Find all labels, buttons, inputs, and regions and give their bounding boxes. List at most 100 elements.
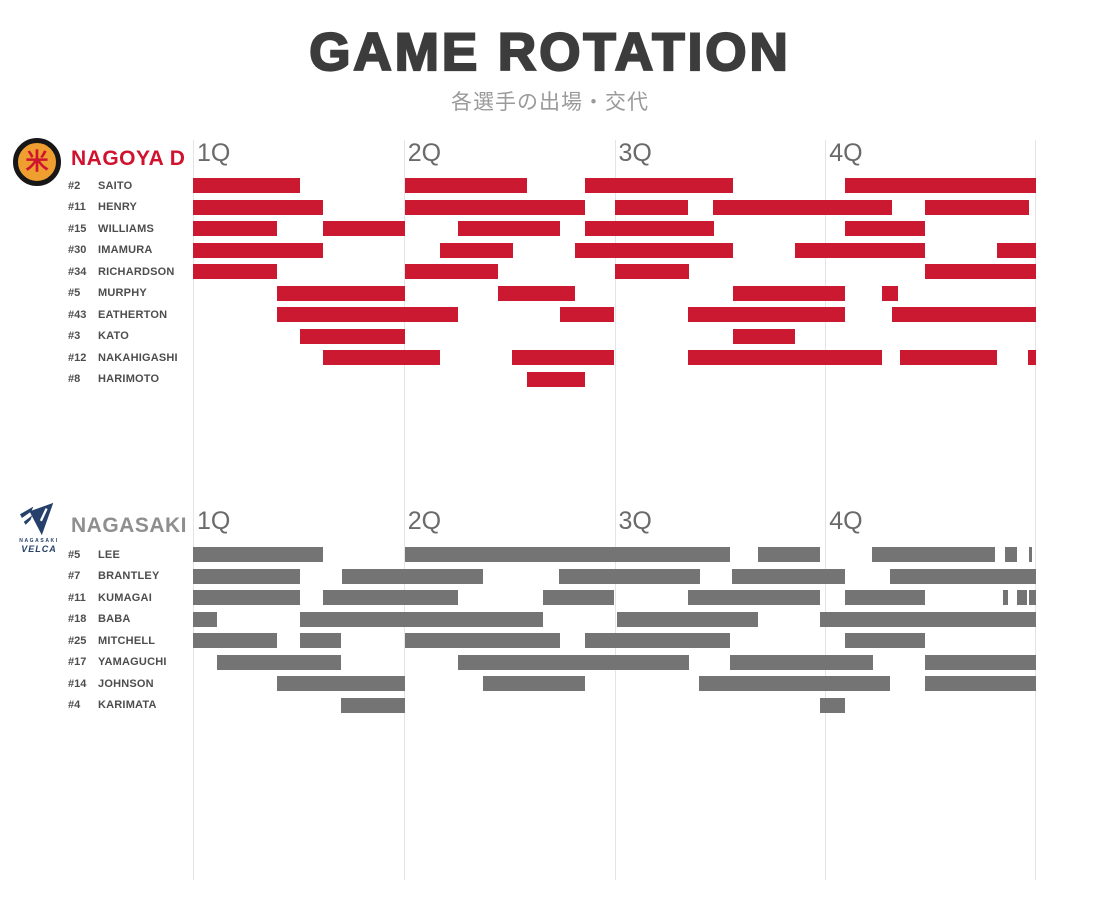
stint-bar xyxy=(439,242,513,258)
player-row: #17 YAMAGUCHI xyxy=(0,652,1100,674)
nagoya-d-logo-icon: 米 xyxy=(13,138,61,186)
player-row: #4 KARIMATA xyxy=(0,695,1100,717)
stint-bar xyxy=(405,264,498,279)
stint-bar xyxy=(584,221,714,236)
stint-bar xyxy=(584,178,733,193)
page-title: GAME ROTATION xyxy=(308,23,791,82)
player-number: #5 xyxy=(68,287,81,300)
stint-bar xyxy=(924,676,1036,691)
quarter-label: 1Q xyxy=(197,139,231,167)
player-row: #3 KATO xyxy=(0,326,1100,348)
player-number: #7 xyxy=(68,570,81,583)
rotation-track xyxy=(193,328,1036,344)
stint-bar xyxy=(732,285,846,301)
quarter-label: 1Q xyxy=(197,507,231,535)
player-number: #11 xyxy=(68,201,86,214)
player-number: #2 xyxy=(68,179,81,192)
stint-bar xyxy=(758,547,820,562)
rotation-track xyxy=(193,221,1036,236)
stint-bar xyxy=(497,285,576,301)
quarter-label: 4Q xyxy=(829,507,863,535)
team-name: NAGASAKI xyxy=(71,514,188,537)
stint-bar xyxy=(405,199,585,215)
player-row: #8 HARIMOTO xyxy=(0,369,1100,391)
stint-bar xyxy=(889,568,1036,584)
player-number: #11 xyxy=(68,591,86,604)
stint-bar xyxy=(845,221,925,236)
velca-bird-icon xyxy=(20,502,54,536)
player-row: #5 LEE xyxy=(0,544,1100,566)
player-row: #43 EATHERTON xyxy=(0,304,1100,326)
stint-bar xyxy=(924,199,1030,215)
player-number: #17 xyxy=(68,656,87,669)
stint-bar xyxy=(559,568,701,584)
stint-bar xyxy=(277,676,405,691)
stint-bar xyxy=(688,307,846,322)
stint-bar xyxy=(457,221,560,236)
player-rows: #2 SAITO #11 HENRY #15 WILLIAMS #30 IMAMURA #34 R… xyxy=(0,175,1100,390)
quarter-label: 2Q xyxy=(407,507,442,535)
stint-bar xyxy=(795,242,925,258)
stint-bar xyxy=(819,611,1036,627)
player-row: #12 NAKAHIGASHI xyxy=(0,347,1100,369)
stint-bar xyxy=(1017,590,1027,605)
stint-bar xyxy=(845,633,925,648)
rotation-track xyxy=(193,371,1036,387)
stint-bar xyxy=(405,178,528,193)
player-name: IMAMURA xyxy=(98,244,153,257)
player-name: HENRY xyxy=(98,201,138,214)
velca-logo-text: NAGASAKI xyxy=(19,538,59,544)
stint-bar xyxy=(1027,350,1036,365)
player-rows: #5 LEE #7 BRANTLEY #11 KUMAGAI #18 BABA #25 MITCH… xyxy=(0,544,1100,716)
player-name: JOHNSON xyxy=(98,677,154,690)
player-number: #12 xyxy=(68,351,87,364)
quarter-label: 4Q xyxy=(829,139,863,167)
player-name: KATO xyxy=(98,330,129,343)
rotation-track xyxy=(193,590,1036,605)
stint-bar xyxy=(300,328,405,344)
player-name: BABA xyxy=(98,613,131,626)
player-name: WILLIAMS xyxy=(98,222,154,235)
player-number: #15 xyxy=(68,222,87,235)
stint-bar xyxy=(997,242,1036,258)
player-name: MITCHELL xyxy=(98,634,156,647)
player-name: SAITO xyxy=(98,179,133,192)
rotation-track xyxy=(193,568,1036,584)
stint-bar xyxy=(699,676,890,691)
nagasaki-velca-logo-icon: NAGASAKI VELCA xyxy=(13,500,65,555)
stint-bar xyxy=(1002,590,1008,605)
player-row: #30 IMAMURA xyxy=(0,240,1100,262)
rotation-track xyxy=(193,307,1036,322)
stint-bar xyxy=(323,590,458,605)
player-name: LEE xyxy=(98,548,120,561)
rotation-track xyxy=(193,676,1036,691)
stint-bar xyxy=(323,350,440,365)
stint-bar xyxy=(892,307,1036,322)
player-row: #11 KUMAGAI xyxy=(0,587,1100,609)
stint-bar xyxy=(845,590,925,605)
stint-bar xyxy=(193,547,324,562)
stint-bar xyxy=(277,285,405,301)
stint-bar xyxy=(323,221,405,236)
player-number: #3 xyxy=(68,330,81,343)
rotation-track xyxy=(193,350,1036,365)
quarter-labels: 1Q 2Q 3Q 4Q xyxy=(193,507,1036,538)
player-row: #18 BABA xyxy=(0,609,1100,631)
stint-bar xyxy=(193,221,278,236)
player-number: #25 xyxy=(68,634,87,647)
stint-bar xyxy=(527,371,585,387)
team-name: NAGOYA D xyxy=(71,147,186,170)
player-number: #30 xyxy=(68,244,87,257)
stint-bar xyxy=(193,242,324,258)
stint-bar xyxy=(924,264,1036,279)
stint-bar xyxy=(512,350,615,365)
player-number: #8 xyxy=(68,373,81,386)
rotation-track xyxy=(193,547,1036,562)
stint-bar xyxy=(732,568,846,584)
player-number: #5 xyxy=(68,548,81,561)
stint-bar xyxy=(1029,547,1032,562)
stint-bar xyxy=(1029,590,1036,605)
stint-bar xyxy=(575,242,733,258)
stint-bar xyxy=(340,697,405,713)
